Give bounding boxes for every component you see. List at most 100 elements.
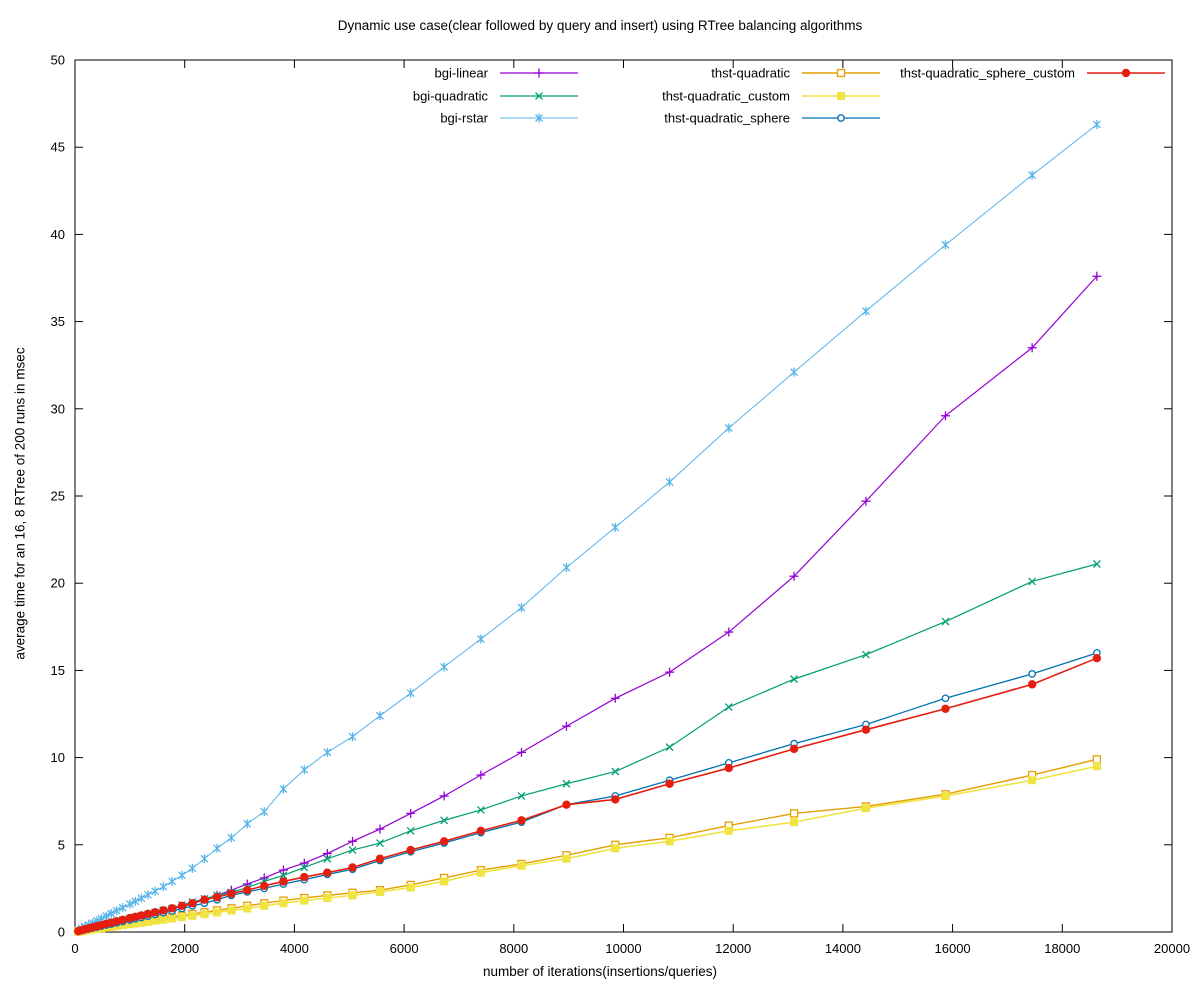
- data-point-marker: [125, 899, 134, 909]
- data-point-marker: [861, 496, 871, 506]
- data-point-marker: [299, 858, 309, 868]
- data-point-marker: [610, 693, 620, 703]
- tick-label: 8000: [499, 941, 528, 956]
- data-point-marker: [476, 634, 485, 644]
- data-point-marker: [562, 563, 571, 573]
- data-point-marker: [861, 650, 870, 659]
- data-point-marker: [150, 908, 160, 917]
- data-point-marker: [439, 837, 449, 846]
- data-point-marker: [243, 904, 252, 913]
- data-point-marker: [789, 744, 799, 754]
- data-point-marker: [861, 306, 870, 316]
- data-point-marker: [1028, 577, 1037, 586]
- data-point-marker: [837, 114, 845, 122]
- x-axis-ticks: 0 2000 4000 6000 8000 10000 12000 14000 16000 180…: [71, 60, 1190, 956]
- legend: bgi-linear bgi-quadratic bgi-rstar thst-qua…: [413, 66, 1165, 126]
- data-point-marker: [440, 877, 449, 886]
- data-point-marker: [159, 915, 168, 924]
- data-point-marker: [535, 113, 543, 123]
- data-point-marker: [159, 906, 168, 915]
- data-point-marker: [112, 906, 121, 916]
- data-point-marker: [1092, 120, 1101, 130]
- data-point-marker: [534, 68, 544, 78]
- data-point-marker: [151, 916, 160, 925]
- data-point-marker: [790, 367, 799, 377]
- tick-label: 16000: [935, 941, 971, 956]
- data-point-marker: [200, 854, 209, 864]
- data-point-marker: [439, 791, 449, 801]
- data-point-marker: [243, 819, 252, 829]
- data-point-marker: [1027, 680, 1037, 689]
- y-axis-ticks: 0 5 10 15 20 25 30 35 40 45 50: [51, 53, 1172, 940]
- data-point-marker: [213, 843, 222, 853]
- data-point-marker: [200, 910, 209, 919]
- data-point-marker: [941, 240, 950, 250]
- legend-entry-thst-quadratic_sphere: thst-quadratic_sphere: [664, 111, 880, 126]
- series-line: [78, 275, 1098, 932]
- data-point-marker: [323, 854, 332, 863]
- data-point-marker: [562, 854, 571, 863]
- data-point-marker: [1092, 271, 1102, 281]
- data-point-marker: [1092, 762, 1101, 771]
- data-point-marker: [322, 849, 332, 859]
- data-point-marker: [406, 883, 415, 892]
- tick-label: 14000: [825, 941, 861, 956]
- data-point-marker: [1028, 170, 1037, 180]
- data-point-marker: [348, 732, 357, 742]
- data-point-marker: [476, 868, 485, 877]
- legend-label: bgi-linear: [435, 66, 489, 81]
- tick-label: 25: [51, 489, 65, 504]
- tick-label: 10000: [605, 941, 641, 956]
- data-point-marker: [861, 725, 871, 734]
- data-point-marker: [323, 893, 332, 902]
- data-point-marker: [406, 826, 415, 835]
- tick-label: 50: [51, 53, 65, 68]
- data-point-marker: [1092, 653, 1102, 663]
- data-point-marker: [118, 915, 127, 924]
- data-point-marker: [476, 770, 486, 780]
- data-point-marker: [440, 662, 449, 672]
- data-point-marker: [168, 914, 177, 923]
- data-point-marker: [348, 846, 357, 854]
- data-point-marker: [724, 763, 734, 773]
- data-point-marker: [227, 889, 236, 898]
- data-point-marker: [227, 833, 236, 843]
- data-point-marker: [213, 908, 222, 917]
- data-point-marker: [611, 522, 620, 532]
- data-point-marker: [665, 667, 675, 677]
- legend-entry-bgi-rstar: bgi-rstar: [440, 111, 578, 126]
- data-point-marker: [177, 870, 186, 880]
- data-point-marker: [260, 901, 269, 910]
- tick-label: 30: [51, 401, 65, 416]
- data-point-marker: [790, 675, 799, 684]
- tick-label: 20: [51, 576, 65, 591]
- data-point-marker: [724, 423, 733, 433]
- data-point-marker: [1092, 560, 1101, 568]
- series-bgi-linear: [73, 271, 1102, 936]
- data-point-marker: [376, 711, 384, 721]
- data-point-marker: [611, 844, 620, 853]
- data-point-marker: [375, 887, 384, 896]
- data-point-marker: [279, 899, 288, 908]
- data-point-marker: [143, 909, 153, 919]
- series-thst-quadratic_custom: [74, 762, 1101, 936]
- tick-label: 10: [51, 750, 65, 765]
- tick-label: 15: [51, 663, 65, 678]
- data-point-marker: [125, 920, 134, 929]
- data-point-marker: [177, 901, 187, 911]
- tick-label: 6000: [390, 941, 419, 956]
- data-point-marker: [348, 836, 358, 846]
- data-point-marker: [611, 795, 620, 804]
- data-point-marker: [143, 917, 152, 926]
- data-point-marker: [665, 477, 674, 487]
- legend-label: thst-quadratic_sphere_custom: [900, 66, 1075, 81]
- data-point-marker: [137, 918, 146, 927]
- data-point-marker: [260, 807, 269, 817]
- data-point-marker: [300, 872, 309, 882]
- data-point-marker: [562, 779, 571, 788]
- tick-label: 0: [58, 925, 65, 940]
- data-point-marker: [143, 890, 152, 900]
- data-point-marker: [348, 863, 357, 872]
- data-point-marker: [941, 617, 950, 626]
